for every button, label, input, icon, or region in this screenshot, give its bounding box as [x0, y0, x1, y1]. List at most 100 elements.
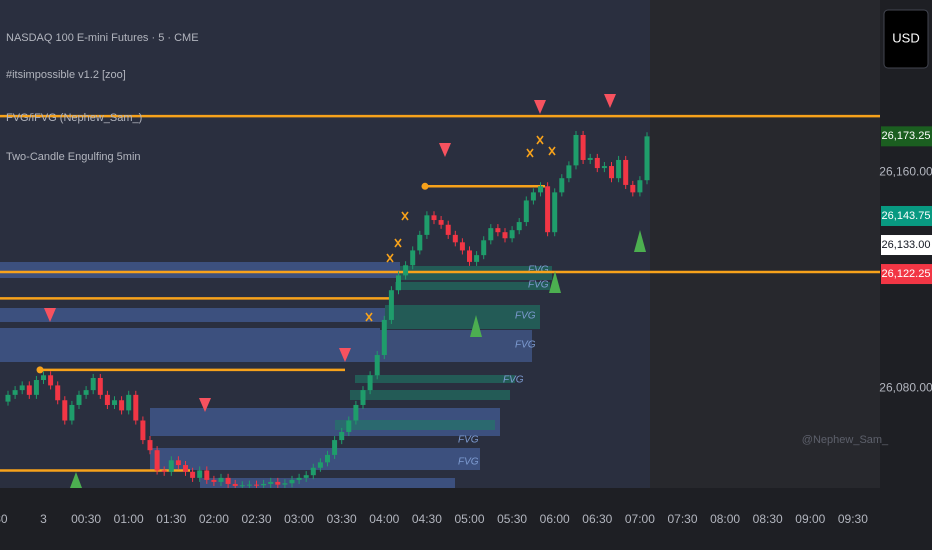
candle-body: [424, 215, 430, 235]
fvg-box: [355, 375, 515, 383]
candle-body: [225, 477, 231, 484]
candle-body: [310, 467, 316, 476]
candle-body: [410, 250, 416, 266]
candle-body: [19, 385, 25, 391]
indicator-label: Two-Candle Engulfing 5min: [6, 151, 141, 163]
candle-body: [289, 479, 295, 484]
buy-signal: [470, 315, 482, 337]
x-tick-label: 30: [0, 512, 8, 526]
level-anchor: [421, 182, 429, 190]
candle-body: [12, 390, 18, 395]
candle-body: [76, 394, 82, 405]
price-tag: [881, 205, 932, 226]
candle-body: [396, 275, 401, 291]
x-tick-label: 07:00: [625, 512, 655, 526]
sell-signal: [44, 308, 56, 322]
candle-body: [154, 450, 160, 471]
candle-body: [232, 483, 238, 486]
cross-marker: [365, 312, 373, 322]
fvg-boxes: [0, 262, 552, 488]
candle-body: [275, 481, 281, 485]
candle-body: [296, 477, 302, 480]
candle-body: [374, 355, 380, 376]
candle-body: [261, 483, 267, 486]
candle-body: [566, 165, 572, 179]
x-tick-label: 06:30: [582, 512, 612, 526]
candle-body: [332, 440, 338, 455]
session-background: [0, 0, 650, 488]
x-tick-label: 09:30: [838, 512, 868, 526]
fvg-box: [150, 448, 480, 470]
candle-body: [644, 136, 650, 181]
price-tag: [881, 126, 932, 147]
candle-body: [346, 420, 352, 432]
candle-body: [360, 390, 366, 405]
candle-body: [26, 385, 32, 395]
candle-body: [133, 394, 139, 421]
indicator-label: #itsimpossible v1.2 [zoo]: [6, 69, 126, 81]
candle-body: [637, 180, 643, 193]
cross-marker: [401, 211, 409, 221]
candle-body: [438, 220, 444, 225]
price-tag-label: 26,122.25: [882, 268, 931, 280]
currency-button[interactable]: [883, 9, 929, 69]
x-tick-label: 03:00: [284, 512, 314, 526]
candle-body: [239, 485, 245, 487]
sell-signal: [604, 94, 616, 108]
candle-body: [609, 166, 614, 179]
candle-body: [367, 375, 373, 391]
candle-body: [445, 224, 451, 235]
candle-body: [48, 375, 54, 386]
x-tick-label: 02:00: [199, 512, 229, 526]
candle-body: [268, 481, 274, 484]
sell-signal: [339, 348, 351, 362]
x-tick-label: 00:30: [71, 512, 101, 526]
fvg-box: [380, 330, 532, 362]
watermark: @Nephew_Sam_: [802, 434, 889, 446]
candle-body: [62, 400, 68, 421]
candle-body: [495, 228, 501, 233]
level-anchor: [36, 366, 44, 374]
x-tick-label: 01:00: [114, 512, 144, 526]
candle-body: [601, 166, 607, 169]
candle-body: [545, 186, 551, 233]
price-tag-label: 26,133.00: [882, 239, 931, 251]
candle-body: [161, 470, 167, 472]
x-tick-label: 05:30: [497, 512, 527, 526]
cross-markers: [365, 135, 556, 322]
candle-body: [403, 265, 409, 276]
candle-body: [282, 483, 288, 485]
candle-body: [530, 192, 536, 201]
price-tag: [881, 235, 932, 256]
sell-signal: [199, 398, 211, 412]
candle-body: [417, 234, 423, 251]
fvg-box: [200, 478, 455, 488]
candle-body: [488, 228, 494, 241]
fvg-box: [0, 328, 380, 362]
candle-body: [339, 431, 345, 441]
candle-body: [175, 460, 181, 466]
fvg-box: [0, 262, 400, 278]
x-tick-label: 02:30: [241, 512, 271, 526]
price-tag-label: 26,173.25: [882, 130, 931, 142]
buy-signal: [634, 230, 646, 252]
candle-body: [452, 234, 458, 243]
price-tag: [881, 264, 932, 285]
signals: [44, 94, 646, 488]
currency-label[interactable]: USD: [892, 30, 919, 45]
candle-body: [183, 465, 188, 472]
candle-body: [538, 186, 543, 193]
x-tick-label: 06:00: [540, 512, 570, 526]
y-tick-label: 26,160.00: [879, 164, 932, 178]
candle-body: [303, 475, 309, 478]
candle-body: [55, 385, 61, 401]
candle-body: [83, 390, 89, 395]
fvg-box: [335, 420, 495, 430]
cross-marker: [386, 253, 394, 263]
candle-body: [573, 134, 579, 166]
fvg-box: [350, 390, 510, 400]
fvg-label: FVG: [458, 435, 479, 446]
candle-body: [90, 377, 96, 391]
fvg-label: FVG: [528, 265, 549, 276]
